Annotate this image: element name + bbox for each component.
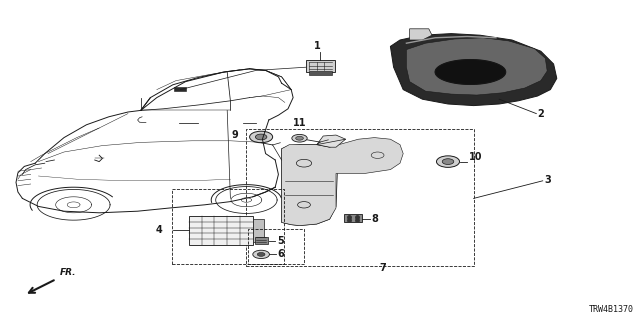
Bar: [344, 214, 362, 222]
Text: TRW4B1370: TRW4B1370: [589, 305, 634, 314]
Bar: [172, 189, 284, 264]
Bar: [246, 129, 474, 266]
Polygon shape: [282, 138, 403, 226]
FancyBboxPatch shape: [306, 60, 335, 72]
Polygon shape: [406, 38, 547, 95]
Text: 2: 2: [538, 109, 545, 119]
Text: 3: 3: [544, 175, 551, 185]
Circle shape: [436, 156, 460, 167]
Polygon shape: [317, 135, 346, 147]
Text: 10: 10: [468, 152, 482, 162]
Text: 11: 11: [293, 118, 307, 128]
Circle shape: [257, 252, 265, 256]
Text: 5: 5: [277, 236, 284, 246]
Polygon shape: [282, 145, 338, 226]
Text: 1: 1: [314, 41, 321, 51]
Bar: [255, 237, 268, 244]
Polygon shape: [390, 34, 557, 106]
Circle shape: [296, 136, 303, 140]
Polygon shape: [253, 219, 264, 242]
Text: 9: 9: [232, 130, 239, 140]
Bar: [248, 229, 304, 264]
Circle shape: [292, 134, 307, 142]
Bar: [189, 216, 253, 245]
Text: 6: 6: [278, 249, 285, 260]
Text: 8: 8: [371, 213, 378, 224]
Polygon shape: [410, 29, 432, 40]
Circle shape: [255, 134, 267, 140]
Text: FR.: FR.: [60, 268, 76, 277]
FancyBboxPatch shape: [174, 87, 186, 91]
Text: 4: 4: [155, 225, 162, 236]
Circle shape: [250, 131, 273, 143]
Text: 7: 7: [379, 263, 386, 273]
Polygon shape: [435, 60, 506, 84]
Circle shape: [442, 159, 454, 164]
FancyBboxPatch shape: [309, 71, 332, 75]
Circle shape: [253, 250, 269, 259]
